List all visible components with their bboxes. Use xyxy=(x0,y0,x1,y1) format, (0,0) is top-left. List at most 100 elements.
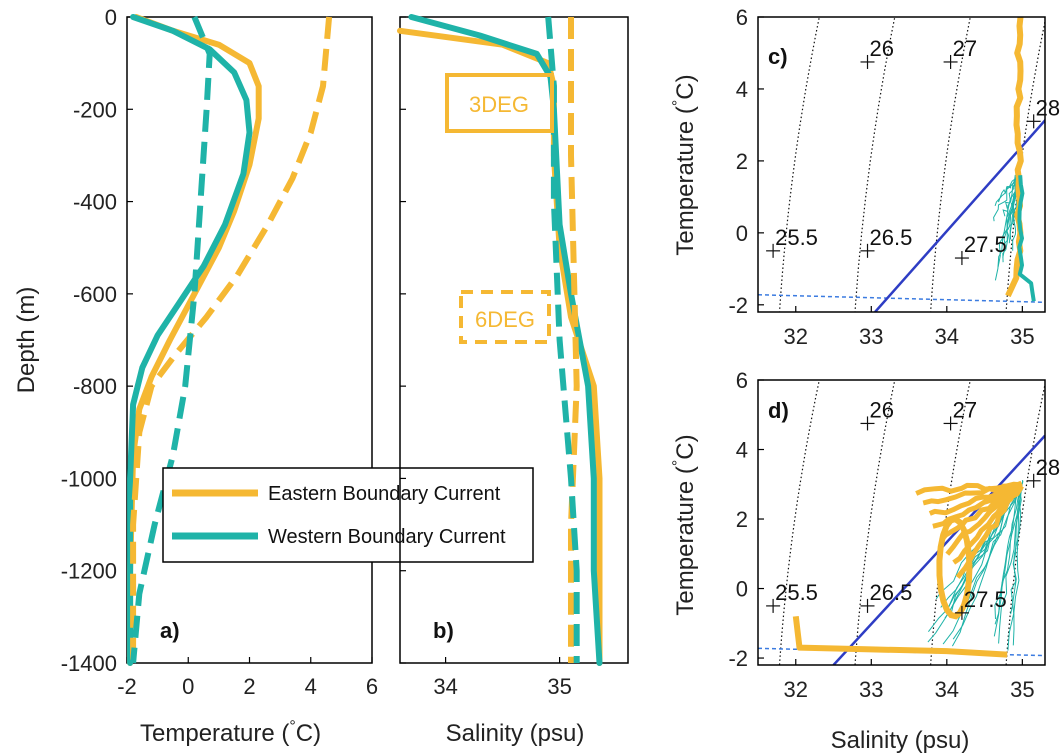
ts-trace-western xyxy=(952,482,1022,640)
panel-d-ylabel-text: Temperature ( xyxy=(672,466,699,615)
panel-b-xtick-label: 35 xyxy=(547,674,571,699)
legend: Eastern Boundary Current Western Boundar… xyxy=(162,467,534,563)
ts-trace-western xyxy=(994,488,1021,625)
panel-c-ylabel: Temperature (°C) xyxy=(670,74,699,255)
panel-a-ytick-label: -1200 xyxy=(61,559,117,584)
ts-trace-western xyxy=(993,176,1021,222)
panel-a-ylabel: Depth (m) xyxy=(13,287,40,394)
isopycnal-line-1 xyxy=(854,17,896,312)
density-label: 26 xyxy=(870,397,894,422)
ts-ytick-label: 2 xyxy=(736,507,748,532)
panel-a-xtick-label: 4 xyxy=(305,674,317,699)
ts-trace-western xyxy=(1012,487,1022,646)
panel-label-d: d) xyxy=(768,398,789,423)
panel-d-ylabel-degree: ° xyxy=(670,460,687,466)
panel-b-ticks: 34 35 xyxy=(400,16,572,699)
panel-d-xlabel: Salinity (psu) xyxy=(831,727,970,754)
ts-ytick-label: 4 xyxy=(736,77,748,102)
ts-trace-western xyxy=(1007,486,1022,651)
isopycnal-line-2 xyxy=(930,380,971,665)
panel-d: 6 4 2 0 -2 32 33 34 35 26 27 28 25.5 26.5 27.5 d) Tem… xyxy=(670,368,1060,754)
ts-trace-western xyxy=(950,481,1024,615)
density-label: 28 xyxy=(1036,95,1060,120)
panel-d-ticks: 6 4 2 0 -2 32 33 34 35 xyxy=(728,368,1034,702)
panel-c-frame xyxy=(757,16,1046,313)
annotation-6deg: 6DEG xyxy=(475,307,535,332)
panel-c-ylabel-text: Temperature ( xyxy=(672,106,699,255)
panel-a: 0 -200 -400 -600 -800 -1000 -1200 -1400-2 0 2 4 6 E… xyxy=(13,5,534,747)
ts-trace-western-core xyxy=(1017,175,1036,302)
panel-a-xtick-label: -2 xyxy=(117,674,137,699)
ts-ytick-label: 6 xyxy=(736,368,748,393)
density-label: 27 xyxy=(953,36,977,61)
isopycnal-line-3 xyxy=(1005,381,1045,665)
isopycnal-line-0 xyxy=(778,380,820,665)
panel-a-series-1-3deg xyxy=(127,14,253,666)
density-label: 27.5 xyxy=(964,587,1007,612)
panel-b-series-2-6deg xyxy=(568,17,580,663)
ts-xtick-label: 35 xyxy=(1010,324,1034,349)
panel-c-ylabel-degree: ° xyxy=(670,100,687,106)
panel-a-series-3-6deg xyxy=(130,15,213,664)
panel-a-ytick-label: -1000 xyxy=(61,466,117,491)
density-label: 27 xyxy=(953,397,977,422)
annotation-box-6deg xyxy=(459,290,551,344)
ts-trace-eastern xyxy=(945,481,1022,556)
panel-a-xtick-label: 2 xyxy=(243,674,255,699)
panel-b-xtick-label: 34 xyxy=(433,674,457,699)
panel-a-series-2-6deg xyxy=(130,16,333,663)
legend-box xyxy=(162,467,534,563)
density-label: 25.5 xyxy=(775,580,818,605)
panel-d-density-labels: 26 27 28 25.5 26.5 27.5 xyxy=(766,397,1060,620)
panel-c: 6 4 2 0 -2 32 33 34 35 26 27 28 25.5 26.5 27.5 c) Tem… xyxy=(670,5,1060,349)
ts-ytick-label: 6 xyxy=(736,5,748,30)
panel-a-ytick-label: 0 xyxy=(105,5,117,30)
freezing-line xyxy=(758,293,1045,304)
panel-b-frame xyxy=(399,16,629,664)
ts-xtick-label: 33 xyxy=(859,677,883,702)
ts-ytick-label: 0 xyxy=(736,221,748,246)
panel-a-xlabel: Temperature (°C) xyxy=(140,718,321,747)
panel-a-xlabel-degree: ° xyxy=(289,718,295,735)
legend-label-western: Western Boundary Current xyxy=(268,526,506,548)
ts-xtick-label: 34 xyxy=(935,324,959,349)
panel-b-series-1-3deg xyxy=(408,14,603,666)
panel-c-ylabel-unit: C) xyxy=(672,74,699,99)
ts-trace-eastern xyxy=(928,480,1023,516)
ts-trace-western xyxy=(1010,485,1022,615)
panel-c-density-labels: 26 27 28 25.5 26.5 27.5 xyxy=(766,36,1060,266)
isopycnal-line-2 xyxy=(930,17,971,312)
panel-a-xlabel-unit: C) xyxy=(296,720,321,747)
mixing-line xyxy=(874,118,1045,312)
panel-b-xlabel: Salinity (psu) xyxy=(446,720,585,747)
panel-d-frame xyxy=(757,379,1046,666)
panel-a-xtick-label: 0 xyxy=(182,674,194,699)
annotation-3deg: 3DEG xyxy=(469,92,529,117)
panel-b: 34 35 3DEG 6DEG b) Salinity (psu) xyxy=(397,14,629,747)
ts-trace-western xyxy=(998,174,1021,203)
ts-ytick-label: -2 xyxy=(728,646,748,671)
legend-label-eastern: Eastern Boundary Current xyxy=(268,483,501,505)
panel-c-ts-data xyxy=(758,17,1045,312)
ts-xtick-label: 34 xyxy=(935,677,959,702)
panel-a-ytick-label: -1400 xyxy=(61,651,117,676)
ts-trace-western xyxy=(998,480,1024,644)
density-label: 26.5 xyxy=(870,580,913,605)
isopycnal-line-1 xyxy=(854,380,896,665)
panel-a-ytick-label: -800 xyxy=(73,374,117,399)
ts-xtick-label: 32 xyxy=(784,677,808,702)
ts-ytick-label: 4 xyxy=(736,438,748,463)
ts-ytick-label: 0 xyxy=(736,577,748,602)
isopycnal-line-0 xyxy=(778,17,820,312)
ts-trace-eastern-fresh xyxy=(792,615,1008,658)
ts-trace-eastern xyxy=(922,480,1023,506)
ts-xtick-label: 33 xyxy=(859,324,883,349)
ts-xtick-label: 32 xyxy=(784,324,808,349)
panel-c-ticks: 6 4 2 0 -2 32 33 34 35 xyxy=(728,5,1034,349)
panel-d-ts-data xyxy=(758,434,1045,665)
density-label: 25.5 xyxy=(775,225,818,250)
panel-a-ticks: 0 -200 -400 -600 -800 -1000 -1200 -1400-2 0 2 4 6 xyxy=(61,5,378,699)
panel-d-ylabel-unit: C) xyxy=(672,434,699,459)
ts-xtick-label: 35 xyxy=(1010,677,1034,702)
panel-label-c: c) xyxy=(768,44,788,69)
